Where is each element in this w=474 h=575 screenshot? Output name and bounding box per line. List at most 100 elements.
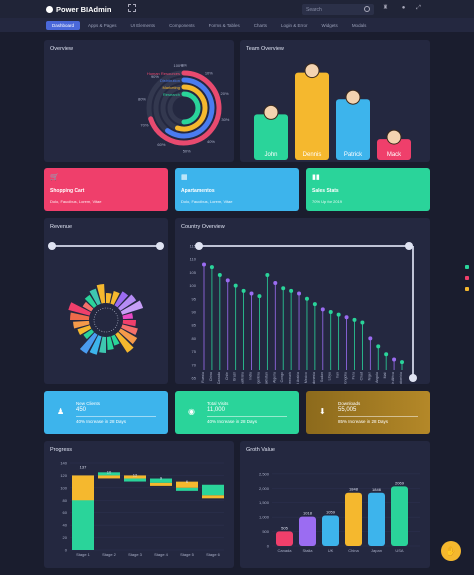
revenue-segment <box>110 291 120 305</box>
tab-forms-tables[interactable]: Forms & Tables <box>208 22 240 28</box>
y-tick-label: 95 <box>192 296 197 301</box>
growth-bar <box>391 486 408 546</box>
brand[interactable]: Power BIAdmin <box>46 5 111 14</box>
x-tick-label: Stalia <box>302 548 313 553</box>
notification-icon[interactable]: ♜ <box>382 5 389 11</box>
team-bar <box>377 139 411 160</box>
progress-bar <box>72 500 94 550</box>
growth-value-title: Groth Value <box>246 447 275 453</box>
team-overview-card: Team Overview John Dennis Patrick Mack <box>240 40 430 162</box>
x-tick-label: Chile <box>225 372 229 380</box>
stat-downloads[interactable]: ⬇ Downloads 55,005 85% Increase in 28 Da… <box>306 391 430 434</box>
lollipop-point <box>233 283 238 288</box>
team-member-name: John <box>264 152 277 158</box>
growth-bar <box>276 531 293 546</box>
tab-widgets[interactable]: Widgets <box>321 22 338 28</box>
tab-ui-elements[interactable]: UI Elements <box>130 22 156 28</box>
x-tick-label: Japan <box>371 548 382 553</box>
tick-label: 20% <box>221 91 229 96</box>
revenue-title: Revenue <box>50 224 73 230</box>
country-chart: 115 110 105 100 95 90 85 80 75 70 65 Russia China Can… <box>189 242 417 384</box>
revenue-segment <box>77 325 92 335</box>
expand-icon[interactable]: ⤢ <box>416 5 421 11</box>
lollipop-point <box>336 312 341 317</box>
data-label: 6 <box>186 479 189 484</box>
x-tick-label: Argentina <box>256 372 260 384</box>
y-tick-label: 115 <box>190 244 197 249</box>
country-overview-card: Country Overview 115 110 105 100 95 90 85 80 75 7… <box>175 218 430 384</box>
user-icon[interactable]: ● <box>401 5 406 11</box>
country-overview-title: Country Overview <box>181 224 225 230</box>
revenue-segment <box>106 336 114 350</box>
team-member-name: Patrick <box>344 152 363 158</box>
y-tick-label: 90 <box>192 310 197 315</box>
tick-label: 40% <box>207 139 215 144</box>
search-input[interactable]: Search <box>302 4 374 15</box>
radial-bar <box>148 70 222 146</box>
chart-icon: ▮▮ <box>312 174 320 181</box>
x-tick-label: Stage 4 <box>154 552 169 557</box>
tab-charts[interactable]: Charts <box>253 22 268 28</box>
x-tick-label: China <box>348 548 359 553</box>
stat-total-visits[interactable]: ◉ Total Visits 11,000 40% Increase in 28… <box>175 391 299 434</box>
data-label: 505 <box>281 525 288 530</box>
side-indicator[interactable] <box>465 287 469 291</box>
fullscreen-icon[interactable] <box>128 4 136 12</box>
tick-label: 70% <box>140 122 148 127</box>
lollipop-point <box>273 280 278 285</box>
growth-value-card: Groth Value 0 500 1,000 1,500 2,000 2,500 505 C… <box>240 441 430 568</box>
tile-shopping-cart[interactable]: 🛒 Shopping Cart Dolo, Faucibus, Lorem, V… <box>44 168 168 211</box>
side-indicator[interactable] <box>465 265 469 269</box>
stat-value: 11,000 <box>207 407 225 413</box>
data-label: 9 <box>160 476 163 481</box>
lollipop-point <box>289 288 294 293</box>
progress-bar <box>98 475 120 479</box>
stat-sub: 40% Increase in 28 Days <box>207 419 258 424</box>
y-tick-label: 105 <box>189 270 196 275</box>
x-tick-label: Canada <box>277 548 292 553</box>
side-indicator[interactable] <box>465 276 469 280</box>
revenue-segment <box>73 320 90 329</box>
revenue-segment <box>89 288 101 306</box>
lollipop-point <box>217 273 222 278</box>
data-label: 137 <box>80 464 87 469</box>
lollipop-point <box>202 262 206 267</box>
lollipop-point <box>312 302 317 307</box>
revenue-chart <box>48 242 164 355</box>
y-tick-label: 65 <box>192 376 197 381</box>
settings-fab-icon[interactable]: ✋ <box>441 541 461 561</box>
lollipop-point <box>257 294 262 299</box>
overview-chart: Human Resources Distribution Marketing Rese… <box>138 63 230 154</box>
tab-login-error[interactable]: Login & Error <box>281 22 308 28</box>
x-tick-label: Chad <box>359 372 363 380</box>
revenue-segment <box>115 332 134 353</box>
x-tick-label: Sudan <box>320 372 324 382</box>
y-tick-label: 80 <box>192 336 197 341</box>
y-tick-label: 1,500 <box>259 500 270 505</box>
x-tick-label: Libya <box>328 372 332 380</box>
revenue-segment <box>83 329 94 340</box>
tick-label: 50% <box>183 148 191 153</box>
x-tick-label: UK <box>328 548 334 553</box>
stat-new-clients[interactable]: ♟ New Clients 450 40% Increase in 28 Day… <box>44 391 168 434</box>
tab-components[interactable]: Components <box>169 22 195 28</box>
slider-handle <box>195 242 203 250</box>
tab-modals[interactable]: Modals <box>351 22 367 28</box>
revenue-card: Revenue <box>44 218 168 384</box>
x-tick-label: Congo <box>280 372 284 382</box>
growth-bar <box>299 516 316 546</box>
revenue-segment <box>79 332 98 354</box>
revenue-segment <box>114 291 129 308</box>
tile-sales-stats[interactable]: ▮▮ Sales Stats 70% Up for 2019 <box>306 168 430 211</box>
x-tick-label: Indonesia <box>312 372 316 384</box>
legend-label: Distribution <box>160 78 180 83</box>
team-overview-title: Team Overview <box>246 46 284 52</box>
progress-bar <box>150 478 172 483</box>
tab-dashboard[interactable]: Dashboard <box>46 20 81 30</box>
lollipop-point <box>392 357 397 362</box>
tab-apps-pages[interactable]: Apps & Pages <box>88 22 117 28</box>
download-icon: ⬇ <box>319 407 326 416</box>
tile-apartamentos[interactable]: ▦ Apartamentos Dolo, Faucibus, Lorem, Vi… <box>175 168 299 211</box>
search-icon[interactable] <box>364 6 370 12</box>
team-member-name: Dennis <box>303 152 322 158</box>
